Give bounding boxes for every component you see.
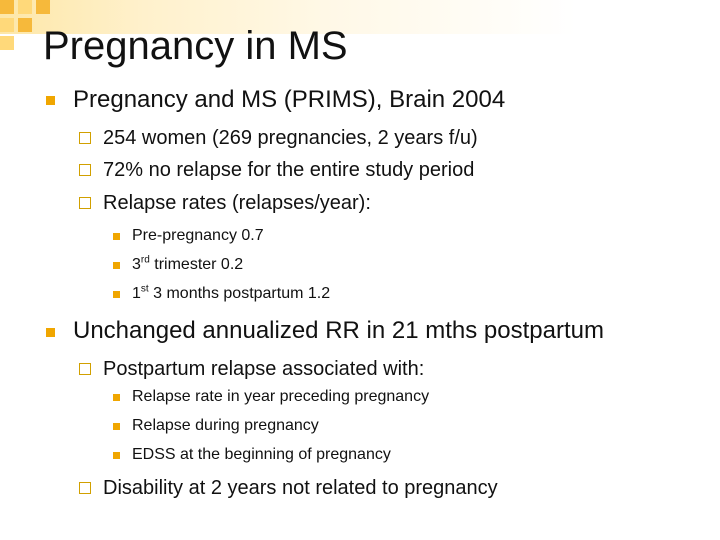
sub-bullet-text: Disability at 2 years not related to pre… [103, 477, 498, 499]
bullet-square-icon [46, 96, 55, 105]
bullet-square-icon [113, 291, 120, 298]
bullet-text: Unchanged annualized RR in 21 mths postp… [73, 317, 604, 344]
deco-square [18, 18, 32, 32]
sub-bullet-text: Postpartum relapse associated with: [103, 358, 425, 380]
sub-sub-bullet-text: 3rd trimester 0.2 [132, 254, 244, 273]
sub-sub-bullet-text: Relapse rate in year preceding pregnancy [132, 388, 430, 405]
bullet-square-icon [113, 423, 120, 430]
bullet-square-icon [46, 328, 55, 337]
sub-sub-bullet-text: EDSS at the beginning of pregnancy [132, 446, 391, 463]
deco-square [18, 0, 32, 14]
deco-square [36, 0, 50, 14]
checkbox-bullet-icon [79, 132, 91, 144]
checkbox-bullet-icon [79, 197, 91, 209]
deco-square [0, 0, 14, 14]
sub-sub-bullet-text: Relapse during pregnancy [132, 417, 319, 434]
sub-sub-bullet-text: 1st 3 months postpartum 1.2 [132, 283, 331, 302]
gradient-band [0, 0, 720, 34]
bullet-square-icon [113, 394, 120, 401]
checkbox-bullet-icon [79, 363, 91, 375]
sub-bullet-text: 72% no relapse for the entire study peri… [103, 159, 475, 181]
slide-title: Pregnancy in MS [43, 24, 348, 68]
header-decoration [0, 0, 720, 60]
checkbox-bullet-icon [79, 164, 91, 176]
bullet-square-icon [113, 452, 120, 459]
bullet-square-icon [113, 233, 120, 240]
bullet-text: Pregnancy and MS (PRIMS), Brain 2004 [73, 86, 506, 113]
deco-square [0, 36, 14, 50]
bullet-square-icon [113, 262, 120, 269]
sub-bullet-text: Relapse rates (relapses/year): [103, 192, 371, 214]
sub-bullet-text: 254 women (269 pregnancies, 2 years f/u) [103, 127, 478, 149]
checkbox-bullet-icon [79, 482, 91, 494]
deco-square [0, 18, 14, 32]
sub-sub-bullet-text: Pre-pregnancy 0.7 [132, 227, 264, 244]
